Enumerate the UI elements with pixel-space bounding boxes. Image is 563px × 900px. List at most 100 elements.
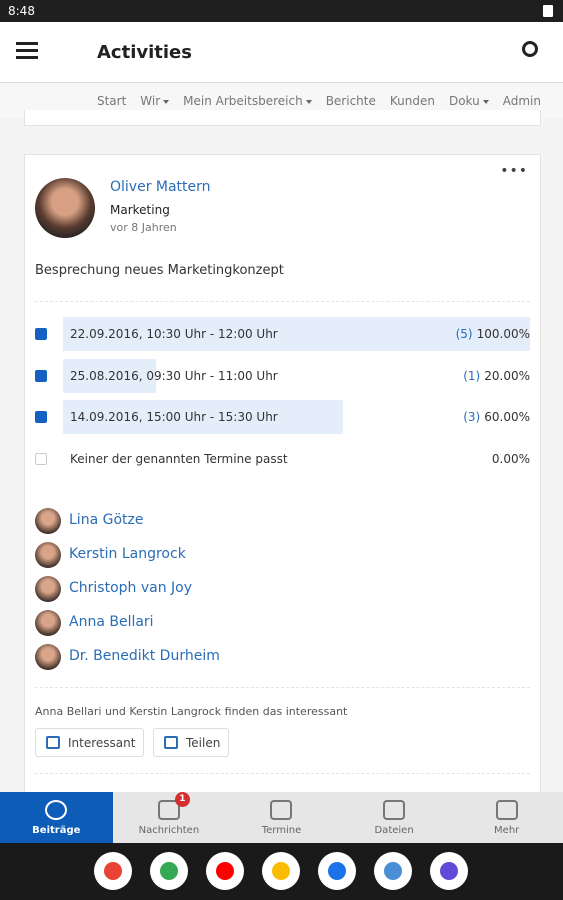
app-glyph — [384, 862, 402, 880]
vote-bar — [63, 358, 157, 393]
checkbox[interactable] — [35, 452, 47, 465]
author-department: Marketing — [110, 203, 170, 217]
option-label: Keiner der genannten Termine passt — [70, 451, 288, 466]
tab[interactable]: Mehr — [450, 792, 563, 843]
option-label: 22.09.2016, 10:30 Uhr - 12:00 Uhr — [70, 327, 278, 341]
page-title: Activities — [97, 42, 192, 63]
nav-item[interactable]: Wir — [140, 94, 170, 108]
menu-button[interactable] — [16, 42, 38, 59]
tab-icon — [157, 800, 180, 820]
vote-count: (5) — [455, 327, 473, 341]
poll-option[interactable]: 14.09.2016, 15:00 Uhr - 15:30 Uhr (3) 60.0… — [35, 400, 530, 434]
nav-item[interactable]: Doku — [449, 94, 489, 108]
vote-percent: 0.00% — [491, 451, 530, 466]
search-button[interactable] — [522, 41, 538, 57]
tab-icon — [383, 800, 406, 820]
nav-label: Wir — [140, 94, 161, 108]
notification-badge: 1 — [174, 792, 190, 807]
tab-label: Termine — [261, 825, 302, 836]
vote-count: (1) — [463, 368, 481, 383]
vote-percent: 60.00% — [484, 410, 530, 424]
app-icon[interactable] — [374, 852, 412, 890]
participant-name: Anna Bellari — [69, 614, 154, 630]
nav-label: Doku — [448, 94, 480, 108]
option-result: 0.00% — [492, 452, 530, 466]
button-icon — [164, 736, 178, 749]
app-icon[interactable] — [262, 852, 300, 890]
poll-option[interactable]: Keiner der genannten Termine passt 0.00% — [35, 442, 530, 476]
participant-avatar — [35, 644, 61, 670]
app-icon[interactable] — [150, 852, 188, 890]
option-result: (5) 100.00% — [456, 327, 530, 341]
participant-name: Lina Götze — [69, 512, 144, 528]
participant-avatar — [35, 508, 61, 534]
app-glyph — [216, 862, 234, 880]
nav-label: Mein Arbeitsbereich — [183, 94, 303, 108]
post-text: Besprechung neues Marketingkonzept — [35, 263, 284, 278]
participant-avatar — [35, 542, 61, 568]
nav-label: Kunden — [389, 94, 435, 108]
app-icon[interactable] — [430, 852, 468, 890]
tab-icon — [270, 800, 293, 820]
app-icon[interactable] — [206, 852, 244, 890]
bottom-nav: Beiträge Nachrichten 1 Termine Dateien Mehr — [0, 792, 563, 843]
participant-avatar — [35, 610, 61, 636]
option-result: (1) 20.00% — [463, 369, 530, 383]
vote-bar — [63, 400, 344, 434]
status-bar: 8:48 — [0, 0, 563, 22]
app-glyph — [160, 862, 178, 880]
tab[interactable]: Dateien — [338, 792, 451, 843]
nav-item[interactable]: Berichte — [326, 94, 376, 108]
participant-name: Kerstin Langrock — [69, 546, 186, 562]
vote-bar — [63, 317, 530, 351]
checkbox[interactable] — [35, 411, 47, 423]
tab-icon — [45, 800, 68, 820]
author-avatar — [35, 178, 95, 238]
app-glyph — [328, 862, 346, 880]
app-icon[interactable] — [94, 852, 132, 890]
nav-label: Admin — [502, 94, 541, 108]
vote-percent: 100.00% — [476, 327, 530, 341]
tab[interactable]: Nachrichten 1 — [113, 792, 226, 843]
checkbox[interactable] — [35, 328, 47, 340]
participant-avatar — [35, 576, 61, 602]
checkbox[interactable] — [35, 369, 47, 382]
app-glyph — [272, 862, 290, 880]
option-result: (3) 60.00% — [463, 410, 530, 424]
action-button[interactable]: Teilen — [153, 728, 230, 757]
tab[interactable]: Beiträge — [0, 792, 113, 843]
button-icon — [46, 736, 60, 749]
nav-item[interactable]: Mein Arbeitsbereich — [183, 94, 312, 108]
dropdown-caret — [305, 99, 312, 104]
nav-item[interactable]: Start — [97, 94, 126, 108]
tab-label: Beiträge — [32, 825, 81, 836]
poll-option[interactable]: 25.08.2016, 09:30 Uhr - 11:00 Uhr (1) 20.0… — [35, 358, 530, 393]
action-button[interactable]: Interessant — [35, 728, 145, 757]
author-name[interactable]: Oliver Mattern — [110, 179, 211, 195]
likes-text: Anna Bellari und Kerstin Langrock finden… — [35, 705, 348, 718]
more-button[interactable]: ••• — [500, 163, 528, 179]
option-label: 25.08.2016, 09:30 Uhr - 11:00 Uhr — [70, 368, 278, 383]
previous-card — [24, 110, 541, 126]
app-glyph — [440, 862, 458, 880]
vote-count: (3) — [463, 410, 481, 424]
tab[interactable]: Termine — [225, 792, 338, 843]
divider — [35, 301, 530, 302]
app-icon[interactable] — [318, 852, 356, 890]
divider — [35, 687, 530, 688]
tab-icon — [495, 800, 518, 820]
nav-item[interactable]: Admin — [503, 94, 541, 108]
clock: 8:48 — [8, 4, 35, 18]
tab-label: Mehr — [494, 825, 520, 836]
dropdown-caret — [482, 99, 489, 104]
post-time: vor 8 Jahren — [110, 221, 177, 234]
participant-name: Christoph van Joy — [69, 580, 193, 596]
tab-label: Nachrichten — [138, 825, 200, 836]
poll-option[interactable]: 22.09.2016, 10:30 Uhr - 12:00 Uhr (5) 100.… — [35, 317, 530, 351]
nav-item[interactable]: Kunden — [390, 94, 435, 108]
app-dock — [0, 843, 563, 900]
app-bar: Activities — [0, 22, 563, 83]
divider — [35, 773, 530, 774]
nav-label: Start — [96, 94, 127, 108]
